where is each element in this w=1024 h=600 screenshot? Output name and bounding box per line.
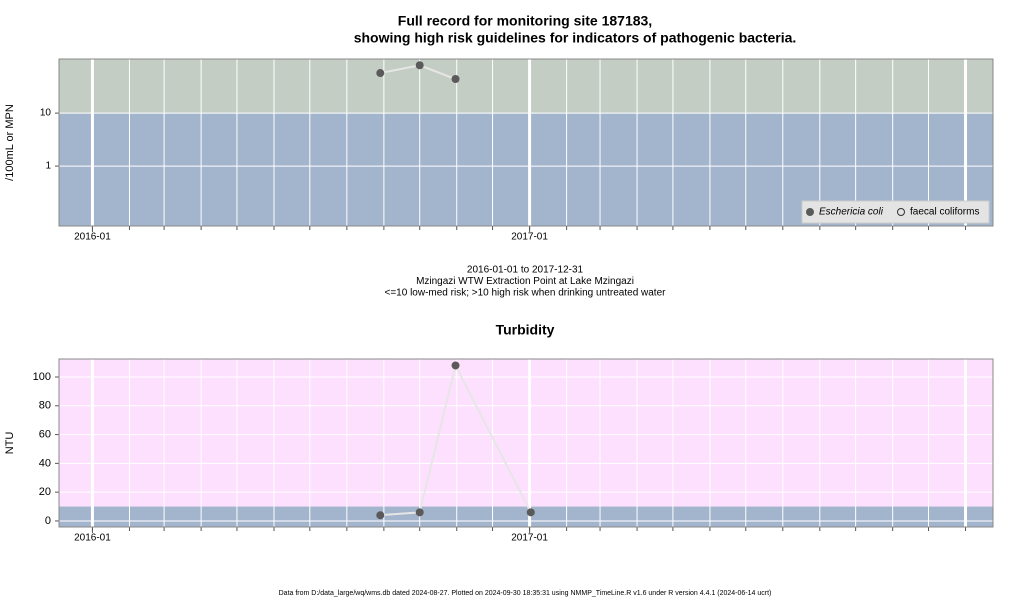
data-point — [526, 508, 535, 517]
legend-label: Eschericia coli — [819, 207, 884, 218]
footer: Data from D:/data_large/wq/wms.db dated … — [279, 590, 772, 597]
y-tick-label: 1 — [45, 161, 51, 172]
chart-title: Full record for monitoring site 187183, — [398, 13, 652, 29]
chart-title: showing high risk guidelines for indicat… — [354, 30, 797, 46]
y-tick-label: 20 — [39, 486, 51, 498]
legend-label: faecal coliforms — [910, 207, 979, 218]
legend-marker — [897, 208, 905, 216]
legend-marker — [806, 208, 814, 216]
low-band — [59, 506, 993, 527]
data-point — [376, 69, 385, 78]
chart-title: Turbidity — [496, 322, 555, 338]
x-tick-label: 2016-01 — [74, 533, 111, 544]
data-point — [451, 361, 460, 370]
plot-frame — [58, 358, 994, 528]
annotation: 2016-01-01 to 2017-12-31 — [467, 265, 584, 276]
plot-frame — [58, 58, 994, 227]
y-axis-label: NTU — [4, 432, 16, 455]
y-tick-label: 0 — [45, 515, 51, 527]
data-point — [415, 508, 424, 517]
high-band — [59, 359, 993, 507]
data-point — [451, 75, 460, 84]
y-tick-label: 10 — [40, 108, 52, 119]
y-tick-label: 60 — [39, 428, 51, 440]
x-tick-label: 2016-01 — [74, 232, 111, 243]
series-line — [380, 362, 532, 517]
legend-box — [801, 200, 990, 224]
data-point — [415, 61, 424, 70]
y-tick-label: 40 — [39, 457, 51, 469]
y-axis-label: /100mL or MPN — [4, 104, 16, 181]
y-tick-label: 80 — [39, 400, 51, 412]
annotation: Mzingazi WTW Extraction Point at Lake Mz… — [416, 276, 634, 287]
data-point — [376, 511, 385, 520]
x-tick-label: 2017-01 — [511, 232, 548, 243]
high-band — [59, 59, 993, 114]
y-tick-label: 100 — [33, 371, 51, 383]
x-tick-label: 2017-01 — [511, 533, 548, 544]
annotation: <=10 low-med risk; >10 high risk when dr… — [385, 288, 667, 299]
